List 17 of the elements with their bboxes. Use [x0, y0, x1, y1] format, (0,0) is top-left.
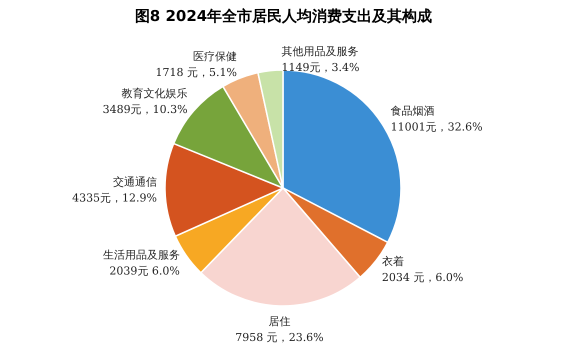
data-label: 2034 元，6.0% [382, 270, 464, 284]
data-label: 2039元 6.0% [109, 264, 180, 278]
slice-label: 其他用品及服务 [282, 44, 359, 58]
data-label: 7958 元，23.6% [235, 330, 324, 344]
chart-title: 图8 2024年全市居民人均消费支出及其构成 [134, 7, 432, 25]
data-label: 3489元，10.3% [102, 102, 188, 116]
slice-label: 教育文化娱乐 [122, 86, 188, 100]
slice-label: 居住 [268, 314, 290, 328]
slice-label: 生活用品及服务 [102, 248, 180, 262]
data-label: 1149元，3.4% [282, 60, 360, 74]
data-label: 4335元，12.9% [72, 191, 158, 204]
data-label: 11001元，32.6% [390, 120, 483, 134]
slice-label: 交通通信 [113, 175, 158, 188]
slice-label: 衣着 [382, 254, 404, 268]
slice-label: 医疗保健 [192, 50, 237, 64]
data-label: 1718 元，5.1% [156, 66, 237, 80]
slice-label: 食品烟酒 [390, 104, 435, 118]
